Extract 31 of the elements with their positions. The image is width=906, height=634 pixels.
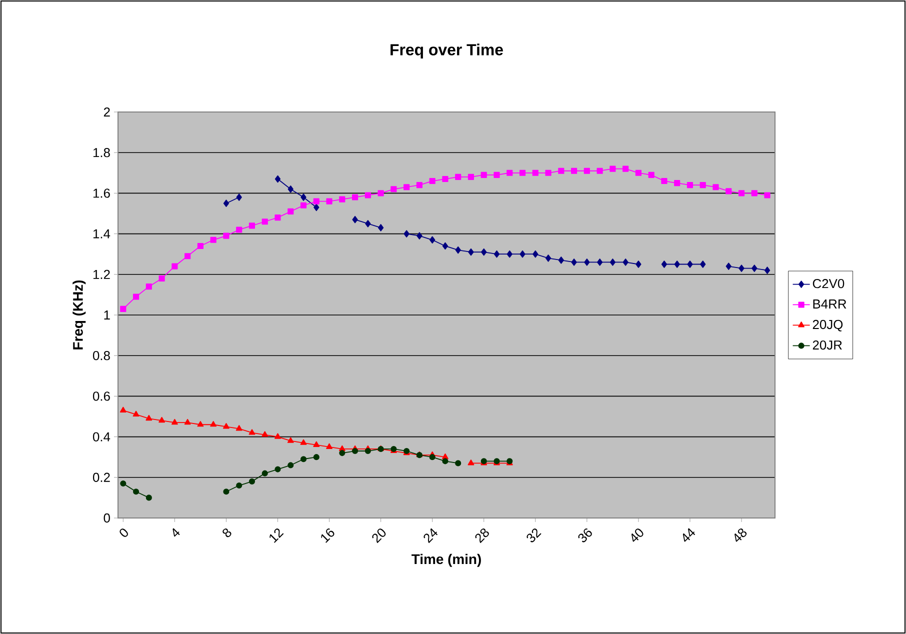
y-tick-label: 2 — [104, 107, 110, 117]
y-tick-label: 0.4 — [92, 432, 110, 442]
y-tick-label: 1.6 — [93, 188, 110, 198]
y-tick-label: 1 — [104, 310, 110, 320]
x-tick-label: 16 — [321, 528, 334, 543]
x-tick-label: 0 — [120, 528, 128, 537]
legend-label: 20JQ — [812, 320, 843, 332]
x-tick-label: 40 — [631, 528, 644, 542]
x-tick-label: 44 — [682, 528, 696, 542]
y-tick-label: 0.2 — [92, 472, 110, 482]
y-tick-label: 1.8 — [93, 148, 110, 158]
legend-label: 20JR — [812, 340, 842, 350]
legend-label: B4RR — [813, 300, 846, 308]
legend-label: C2V0 — [812, 279, 844, 288]
y-tick-label: 1.2 — [93, 270, 110, 279]
y-tick-label: 0.6 — [92, 392, 110, 401]
y-tick-label: 1.4 — [93, 229, 110, 238]
x-tick-label: 4 — [172, 528, 180, 537]
x-tick-label: 48 — [734, 528, 747, 542]
x-axis-title: Time (min) — [412, 554, 481, 567]
chart-title: Freq over Time — [390, 44, 503, 59]
y-tick-label: 0.8 — [92, 351, 110, 360]
y-tick-label: 0 — [104, 513, 110, 523]
x-tick-label: 8 — [222, 528, 232, 538]
x-tick-label: 24 — [424, 528, 438, 544]
x-tick-label: 12 — [270, 528, 284, 543]
x-tick-label: 20 — [372, 528, 386, 544]
y-axis-title: Freq (KHz) — [72, 280, 86, 350]
x-tick-label: 36 — [578, 528, 592, 542]
x-tick-label: 28 — [475, 528, 489, 544]
x-tick-label: 32 — [526, 528, 542, 542]
